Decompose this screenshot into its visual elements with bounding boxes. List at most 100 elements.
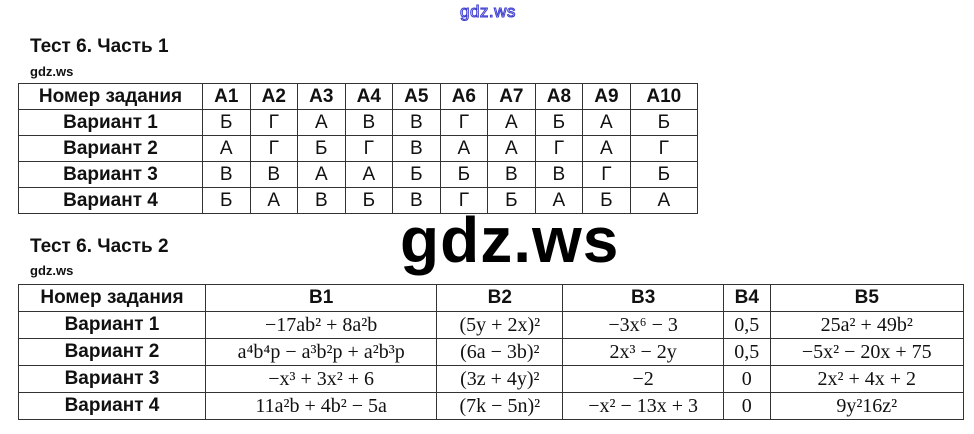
header-cell: A4 xyxy=(344,83,394,110)
row-label: Вариант 1 xyxy=(18,109,203,136)
answer-cell: 9y²16z² xyxy=(769,392,964,420)
watermark-big: gdz.ws xyxy=(400,204,620,276)
answer-cell: А xyxy=(249,187,299,214)
answer-cell: (3z + 4y)² xyxy=(436,365,564,393)
answer-cell: 0,5 xyxy=(723,311,771,339)
answer-cell: В xyxy=(487,161,536,188)
answer-cell: В xyxy=(392,187,441,214)
answer-cell: Г xyxy=(439,187,489,214)
answer-cell: Б xyxy=(392,161,441,188)
answer-cell: А xyxy=(487,109,536,136)
answer-cell: Б xyxy=(487,187,536,214)
answer-cell: Б xyxy=(629,161,699,188)
answer-cell: В xyxy=(249,161,299,188)
answer-cell: Б xyxy=(344,187,394,214)
header-cell: A10 xyxy=(629,83,699,110)
answer-cell: Б xyxy=(297,135,346,162)
table-row: Вариант 4 11a²b + 4b² − 5a (7k − 5n)² −x² −… xyxy=(18,392,964,420)
header-cell: A6 xyxy=(439,83,489,110)
answer-cell: А xyxy=(534,187,584,214)
answer-cell: В xyxy=(534,161,584,188)
answer-cell: (6a − 3b)² xyxy=(436,338,564,366)
part1-title: Тест 6. Часть 1 xyxy=(30,36,169,57)
answer-cell: Г xyxy=(439,109,489,136)
row-label: Вариант 2 xyxy=(18,135,203,162)
header-cell: A5 xyxy=(392,83,441,110)
part2-table: Номер задания B1 B2 B3 B4 B5 Вариант 1 −17ab² +… xyxy=(18,284,964,420)
row-label: Вариант 3 xyxy=(18,365,206,393)
table-row: Вариант 3 −x³ + 3x² + 6 (3z + 4y)² −2 0 2x² +… xyxy=(18,365,964,393)
row-label: Вариант 1 xyxy=(18,311,206,339)
answer-cell: −2 xyxy=(562,365,725,393)
part2-source: gdz.ws xyxy=(30,263,74,278)
answer-cell: 2x² + 4x + 2 xyxy=(769,365,964,393)
part1-source: gdz.ws xyxy=(30,64,74,79)
answer-cell: Б xyxy=(534,109,584,136)
answer-cell: А xyxy=(487,135,536,162)
answer-cell: А xyxy=(202,135,251,162)
header-cell: Номер задания xyxy=(18,83,203,110)
table-row: Вариант 2 a⁴b⁴p − a³b²p + a²b³p (6a − 3b)²… xyxy=(18,338,964,366)
answer-cell: А xyxy=(297,161,346,188)
answer-cell: А xyxy=(582,109,631,136)
answer-cell: Г xyxy=(249,109,299,136)
answer-cell: Г xyxy=(249,135,299,162)
answer-cell: −5x² − 20x + 75 xyxy=(769,338,964,366)
answer-cell: 0,5 xyxy=(723,338,771,366)
row-label: Вариант 2 xyxy=(18,338,206,366)
answer-cell: А xyxy=(344,161,394,188)
header-cell: A7 xyxy=(487,83,536,110)
answer-cell: −17ab² + 8a²b xyxy=(204,311,438,339)
answer-cell: А xyxy=(629,187,699,214)
part1-table: Номер задания A1 A2 A3 A4 A5 A6 A7 A8 A9 A10 Вариан… xyxy=(18,83,699,214)
header-cell: A1 xyxy=(202,83,251,110)
answer-cell: В xyxy=(392,109,441,136)
header-cell: B5 xyxy=(769,284,964,312)
header-row: Номер задания A1 A2 A3 A4 A5 A6 A7 A8 A9 A10 xyxy=(18,83,699,110)
header-cell: Номер задания xyxy=(18,284,206,312)
answer-cell: −x² − 13x + 3 xyxy=(562,392,725,420)
table-row: Вариант 1 −17ab² + 8a²b (5y + 2x)² −3x⁶ − 3… xyxy=(18,311,964,339)
answer-cell: 0 xyxy=(723,392,771,420)
answer-cell: В xyxy=(297,187,346,214)
answer-cell: Б xyxy=(202,109,251,136)
row-label: Вариант 4 xyxy=(18,187,203,214)
answer-cell: А xyxy=(582,135,631,162)
header-cell: A2 xyxy=(249,83,299,110)
answer-cell: Б xyxy=(629,109,699,136)
header-cell: B1 xyxy=(204,284,438,312)
answer-cell: Б xyxy=(439,161,489,188)
row-label: Вариант 3 xyxy=(18,161,203,188)
answer-cell: (7k − 5n)² xyxy=(436,392,564,420)
row-label: Вариант 4 xyxy=(18,392,206,420)
answer-cell: Б xyxy=(202,187,251,214)
answer-cell: a⁴b⁴p − a³b²p + a²b³p xyxy=(204,338,438,366)
answer-cell: (5y + 2x)² xyxy=(436,311,564,339)
part2-title: Тест 6. Часть 2 xyxy=(30,236,169,257)
header-cell: A3 xyxy=(297,83,346,110)
header-row: Номер задания B1 B2 B3 B4 B5 xyxy=(18,284,964,312)
answer-cell: −x³ + 3x² + 6 xyxy=(204,365,438,393)
answer-cell: А xyxy=(439,135,489,162)
answer-cell: Г xyxy=(582,161,631,188)
answer-cell: Г xyxy=(629,135,699,162)
answer-cell: −3x⁶ − 3 xyxy=(562,311,725,339)
answer-cell: 25a² + 49b² xyxy=(769,311,964,339)
watermark-top: gdz.ws xyxy=(460,2,516,22)
header-cell: B2 xyxy=(436,284,564,312)
answer-cell: В xyxy=(344,109,394,136)
answer-cell: 0 xyxy=(723,365,771,393)
answer-cell: А xyxy=(297,109,346,136)
header-cell: B3 xyxy=(562,284,725,312)
answer-cell: В xyxy=(392,135,441,162)
answer-cell: 2x³ − 2y xyxy=(562,338,725,366)
header-cell: A9 xyxy=(582,83,631,110)
header-cell: B4 xyxy=(723,284,771,312)
answer-cell: Г xyxy=(534,135,584,162)
answer-cell: Г xyxy=(344,135,394,162)
answer-cell: 11a²b + 4b² − 5a xyxy=(204,392,438,420)
answer-cell: В xyxy=(202,161,251,188)
